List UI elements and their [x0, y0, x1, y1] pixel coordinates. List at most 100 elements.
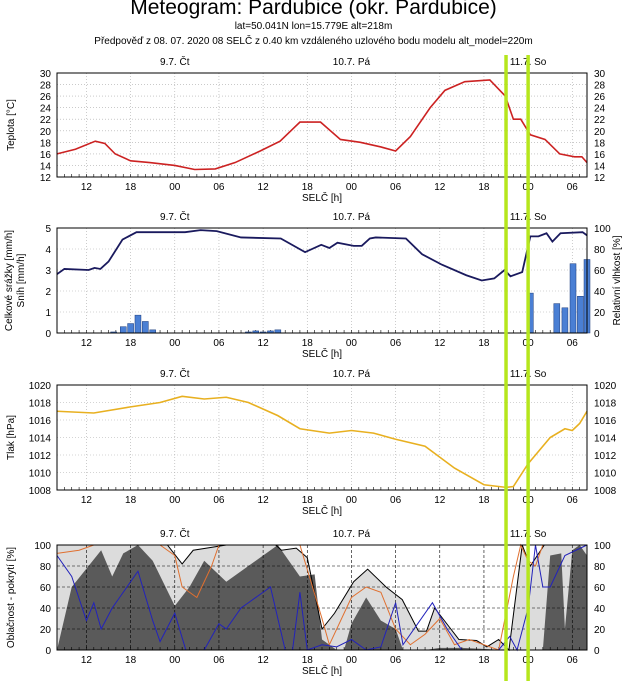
y-tick-label-right: 26	[594, 92, 606, 103]
x-tick-label: 18	[125, 655, 137, 666]
y-tick-label: 30	[40, 69, 52, 80]
x-tick-label: 00	[346, 182, 358, 193]
y-axis-label: Celkové srážky [mm/h]	[4, 230, 15, 331]
x-tick-label: 06	[213, 655, 225, 666]
y-tick-label: 0	[45, 329, 51, 340]
y-tick-label: 100	[34, 541, 51, 552]
y-tick-label-right: 20	[594, 625, 606, 636]
forecast-info: Předpověď z 08. 07. 2020 08 SELČ z 0.40 …	[94, 36, 533, 47]
x-tick-label: 12	[258, 495, 270, 506]
y-tick-label: 1010	[29, 469, 52, 480]
y-tick-label: 3	[45, 266, 51, 277]
day-label: 10.7. Pá	[333, 212, 371, 223]
x-tick-label: 18	[478, 182, 490, 193]
plot-frame	[56, 227, 588, 334]
x-tick-label: 18	[302, 495, 314, 506]
y-tick-label-right: 16	[594, 150, 606, 161]
x-tick-label: 18	[302, 182, 314, 193]
day-label: 9.7. Čt	[160, 55, 190, 68]
x-tick-label: 12	[258, 655, 270, 666]
y-tick-label: 14	[40, 161, 52, 172]
y-tick-label: 28	[40, 81, 52, 92]
y-tick-label-right: 1018	[594, 399, 617, 410]
x-tick-label: 00	[169, 655, 181, 666]
y-tick-label: 1014	[29, 434, 52, 445]
y-tick-label: 12	[40, 173, 52, 184]
y-tick-label-right: 24	[594, 104, 606, 115]
y-tick-label-right: 60	[594, 266, 606, 277]
x-tick-label: 06	[213, 495, 225, 506]
y-tick-label: 16	[40, 150, 52, 161]
x-tick-label: 18	[478, 338, 490, 349]
day-label: 10.7. Pá	[333, 529, 371, 540]
precip-bar	[142, 321, 149, 334]
y-tick-label: 1008	[29, 486, 52, 497]
x-tick-label: 00	[346, 338, 358, 349]
y-tick-label-right: 1014	[594, 434, 617, 445]
y-tick-label-right: 28	[594, 81, 606, 92]
y-tick-label-right: 18	[594, 138, 606, 149]
x-tick-label: 12	[258, 338, 270, 349]
y-tick-label-right: 40	[594, 287, 606, 298]
day-label: 9.7. Čt	[160, 527, 190, 540]
y-tick-label: 60	[40, 583, 52, 594]
precip-bar	[569, 263, 577, 334]
x-tick-label: 12	[434, 182, 446, 193]
y-tick-label-right: 12	[594, 173, 606, 184]
y-tick-label-right: 1020	[594, 381, 617, 392]
y-tick-label: 4	[45, 245, 51, 256]
y-tick-label-right: 80	[594, 245, 606, 256]
y-tick-label: 1018	[29, 399, 52, 410]
pressure-line	[56, 395, 588, 489]
x-tick-label: 12	[258, 182, 270, 193]
cloud-area-low	[57, 545, 587, 650]
y-axis-label: Tlak [hPa]	[6, 415, 17, 460]
x-tick-label: 06	[567, 495, 579, 506]
x-axis-label: SELČ [h]	[302, 347, 342, 360]
x-tick-label: 06	[213, 182, 225, 193]
x-tick-label: 00	[169, 495, 181, 506]
x-tick-label: 06	[390, 655, 402, 666]
x-axis-label: SELČ [h]	[302, 664, 342, 677]
precip-bar	[561, 307, 569, 334]
y-tick-label-right: 20	[594, 127, 606, 138]
cloud-line-high	[56, 544, 588, 652]
x-tick-label: 18	[125, 495, 137, 506]
x-tick-label: 06	[567, 182, 579, 193]
y-axis-label-2: Sníh [mm/h]	[16, 253, 27, 307]
panel-precipitation-humidity: 0123450204060801001218000612180006121800…	[4, 210, 623, 360]
y-axis-label: Teplota [°C]	[6, 99, 17, 151]
precip-bar	[127, 323, 134, 334]
y-tick-label-right: 100	[594, 541, 611, 552]
y-axis-label-right: Relativní vlhkost [%]	[612, 235, 623, 325]
y-tick-label-right: 0	[594, 329, 600, 340]
day-label: 9.7. Čt	[160, 210, 190, 223]
panel-pressure: 1008 1008 1010 1010 1012 1012 1014 1014 1016 1016…	[6, 367, 617, 517]
precip-bar	[577, 296, 584, 334]
x-tick-label: 00	[346, 655, 358, 666]
page-title: Meteogram: Pardubice (okr. Pardubice)	[130, 0, 497, 19]
x-tick-label: 00	[169, 338, 181, 349]
x-tick-label: 18	[125, 182, 137, 193]
cloud-line-total	[57, 544, 587, 652]
x-tick-label: 12	[81, 655, 93, 666]
humidity-line	[56, 229, 588, 282]
precip-bar	[134, 314, 142, 334]
y-tick-label-right: 20	[594, 308, 606, 319]
precip-bar	[120, 326, 127, 334]
y-tick-label: 80	[40, 562, 52, 573]
y-tick-label: 20	[40, 625, 52, 636]
y-tick-label: 24	[40, 104, 52, 115]
x-tick-label: 12	[81, 338, 93, 349]
x-tick-label: 06	[213, 338, 225, 349]
y-tick-label-right: 0	[594, 646, 600, 657]
x-tick-label: 18	[478, 655, 490, 666]
x-tick-label: 00	[346, 495, 358, 506]
y-tick-label: 1016	[29, 416, 52, 427]
x-tick-label: 12	[81, 495, 93, 506]
x-tick-label: 12	[81, 182, 93, 193]
precip-bar	[553, 303, 561, 334]
